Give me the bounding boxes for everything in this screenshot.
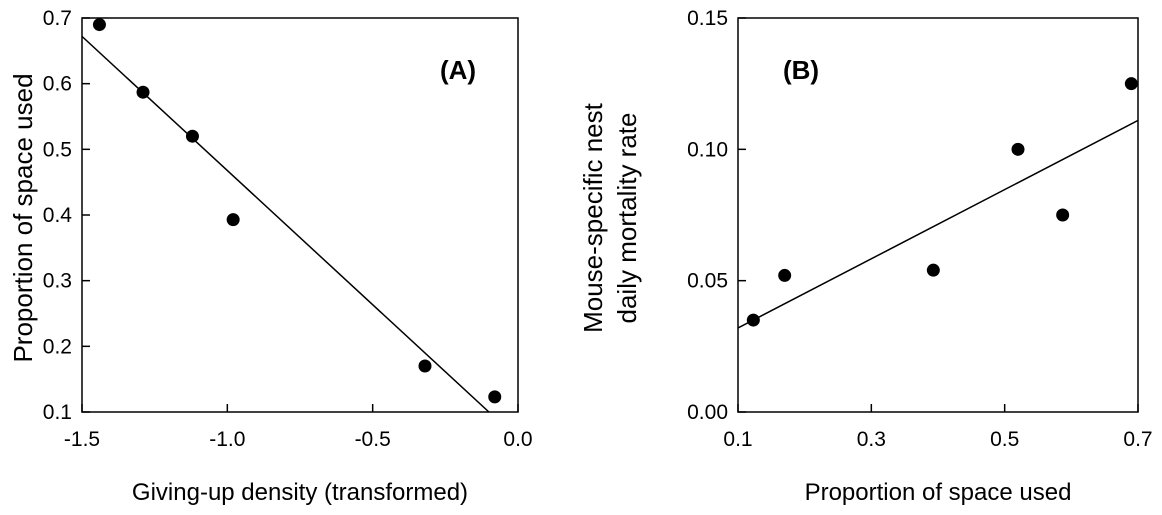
data-point — [185, 129, 199, 143]
y-tick-label: 0.6 — [43, 73, 72, 96]
data-point — [746, 313, 760, 327]
x-tick-label: -1.0 — [209, 428, 245, 451]
x-tick-label: -0.5 — [355, 428, 391, 451]
x-tick-label: 0.3 — [857, 428, 886, 451]
y-tick-label: 0.3 — [43, 270, 72, 293]
y-tick-label: 0.2 — [43, 335, 72, 358]
data-point — [226, 213, 240, 227]
x-tick-label: 0.1 — [723, 428, 752, 451]
data-point — [488, 390, 502, 404]
panel-b: 0.1 0.3 0.5 0.7 0.00 0.05 0.10 0.15 (B) Proportio… — [578, 7, 1153, 506]
panel-label: (A) — [440, 55, 476, 85]
regression-line — [82, 35, 490, 412]
y-axis-title: Proportion of space used — [8, 73, 38, 362]
y-tick-label: 0.5 — [43, 138, 72, 161]
y-tick-label: 0.1 — [43, 401, 72, 424]
data-point — [1124, 77, 1138, 91]
y-axis-title: Mouse-specific nest — [578, 102, 608, 333]
panel-a: -1.5 -1.0 -0.5 0.0 0.1 0.2 0.3 0.4 0.5 0.6 0.7 (A) G… — [8, 7, 533, 506]
x-tick-label: 0.0 — [503, 428, 532, 451]
data-point — [1011, 142, 1025, 156]
data-point — [1056, 208, 1070, 222]
data-point — [418, 359, 432, 373]
x-tick-label: -1.5 — [64, 428, 100, 451]
data-point — [92, 18, 106, 32]
y-tick-label: 0.05 — [687, 270, 728, 293]
x-tick-label: 0.7 — [1123, 428, 1152, 451]
data-point — [136, 85, 150, 99]
y-tick-label: 0.00 — [687, 401, 728, 424]
y-tick-label: 0.7 — [43, 7, 72, 30]
plot-frame — [737, 17, 1139, 413]
y-axis-title: daily mortality rate — [612, 113, 642, 324]
y-tick-label: 0.4 — [43, 204, 73, 227]
y-tick-label: 0.10 — [687, 138, 728, 161]
x-axis-title: Proportion of space used — [805, 479, 1072, 506]
regression-line — [738, 119, 1138, 329]
data-point — [926, 263, 940, 277]
x-tick-label: 0.5 — [990, 428, 1019, 451]
y-tick-label: 0.15 — [687, 7, 728, 30]
panel-label: (B) — [783, 55, 819, 85]
x-axis-title: Giving-up density (transformed) — [132, 479, 468, 506]
data-point — [778, 268, 792, 282]
